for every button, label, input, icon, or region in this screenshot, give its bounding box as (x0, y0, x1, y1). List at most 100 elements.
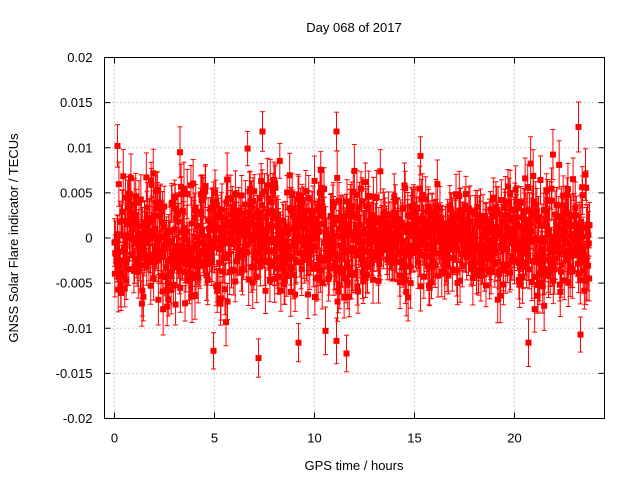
data-point (150, 212, 157, 219)
data-point (378, 215, 385, 222)
data-point (322, 327, 329, 334)
data-point (183, 228, 190, 235)
data-point (230, 228, 237, 235)
data-point (496, 270, 503, 277)
data-point (416, 185, 423, 192)
data-point (333, 268, 340, 275)
data-point (277, 234, 284, 241)
data-point (172, 215, 179, 222)
data-point (317, 267, 324, 274)
data-point (555, 213, 562, 220)
data-point (537, 246, 544, 253)
data-point (359, 255, 366, 262)
data-point (322, 240, 329, 247)
data-point (209, 257, 216, 264)
data-point (279, 262, 286, 269)
data-point (138, 223, 145, 230)
data-point (176, 267, 183, 274)
data-point (130, 236, 137, 243)
data-point (334, 254, 341, 261)
data-point (542, 256, 549, 263)
data-point (221, 215, 228, 222)
data-point (346, 293, 353, 300)
data-point (419, 217, 426, 224)
data-point (428, 253, 435, 260)
data-point (121, 285, 128, 292)
data-point (219, 268, 226, 275)
data-point (306, 207, 313, 214)
data-point (377, 168, 384, 175)
data-point (157, 199, 164, 206)
data-point (144, 222, 151, 229)
data-point (433, 212, 440, 219)
data-point (370, 212, 377, 219)
data-point (558, 261, 565, 268)
data-point (344, 198, 351, 205)
data-point (259, 191, 266, 198)
data-point (424, 234, 431, 241)
data-point (513, 238, 520, 245)
data-point (208, 251, 215, 258)
data-point (163, 264, 170, 271)
data-point (462, 191, 469, 198)
data-point (483, 248, 490, 255)
data-point (468, 260, 475, 267)
data-point (313, 235, 320, 242)
data-point (440, 250, 447, 257)
data-point (519, 236, 526, 243)
data-point (192, 263, 199, 270)
data-point (311, 177, 318, 184)
data-point (272, 184, 279, 191)
data-point (392, 198, 399, 205)
data-point (453, 238, 460, 245)
data-point (561, 237, 568, 244)
data-point (192, 204, 199, 211)
data-point (276, 157, 283, 164)
data-point (331, 220, 338, 227)
data-point (273, 242, 280, 249)
data-point (345, 264, 352, 271)
data-point (274, 216, 281, 223)
data-point (189, 248, 196, 255)
data-point (444, 261, 451, 268)
data-point (553, 201, 560, 208)
data-point (296, 250, 303, 257)
data-point (134, 260, 141, 267)
data-point (263, 226, 270, 233)
data-point (420, 222, 427, 229)
data-point (291, 271, 298, 278)
data-point (480, 213, 487, 220)
data-point (558, 202, 565, 209)
data-point (175, 211, 182, 218)
data-point (217, 240, 224, 247)
data-point (257, 262, 264, 269)
data-point (552, 211, 559, 218)
data-point (476, 223, 483, 230)
data-point (561, 277, 568, 284)
data-point (210, 237, 217, 244)
data-point (465, 205, 472, 212)
data-point (149, 259, 156, 266)
data-point (507, 269, 514, 276)
data-point (351, 236, 358, 243)
data-point (479, 259, 486, 266)
data-point (536, 280, 543, 287)
data-point (564, 192, 571, 199)
data-point (521, 208, 528, 215)
data-point (344, 279, 351, 286)
data-point (422, 196, 429, 203)
data-point (301, 211, 308, 218)
data-point (404, 212, 411, 219)
data-point (156, 205, 163, 212)
data-point (284, 189, 291, 196)
data-point (288, 253, 295, 260)
data-point (317, 189, 324, 196)
data-point (481, 266, 488, 273)
data-point (405, 294, 412, 301)
data-point (542, 216, 549, 223)
data-point (115, 258, 122, 265)
data-point (165, 273, 172, 280)
data-point (120, 173, 127, 180)
data-point (470, 265, 477, 272)
